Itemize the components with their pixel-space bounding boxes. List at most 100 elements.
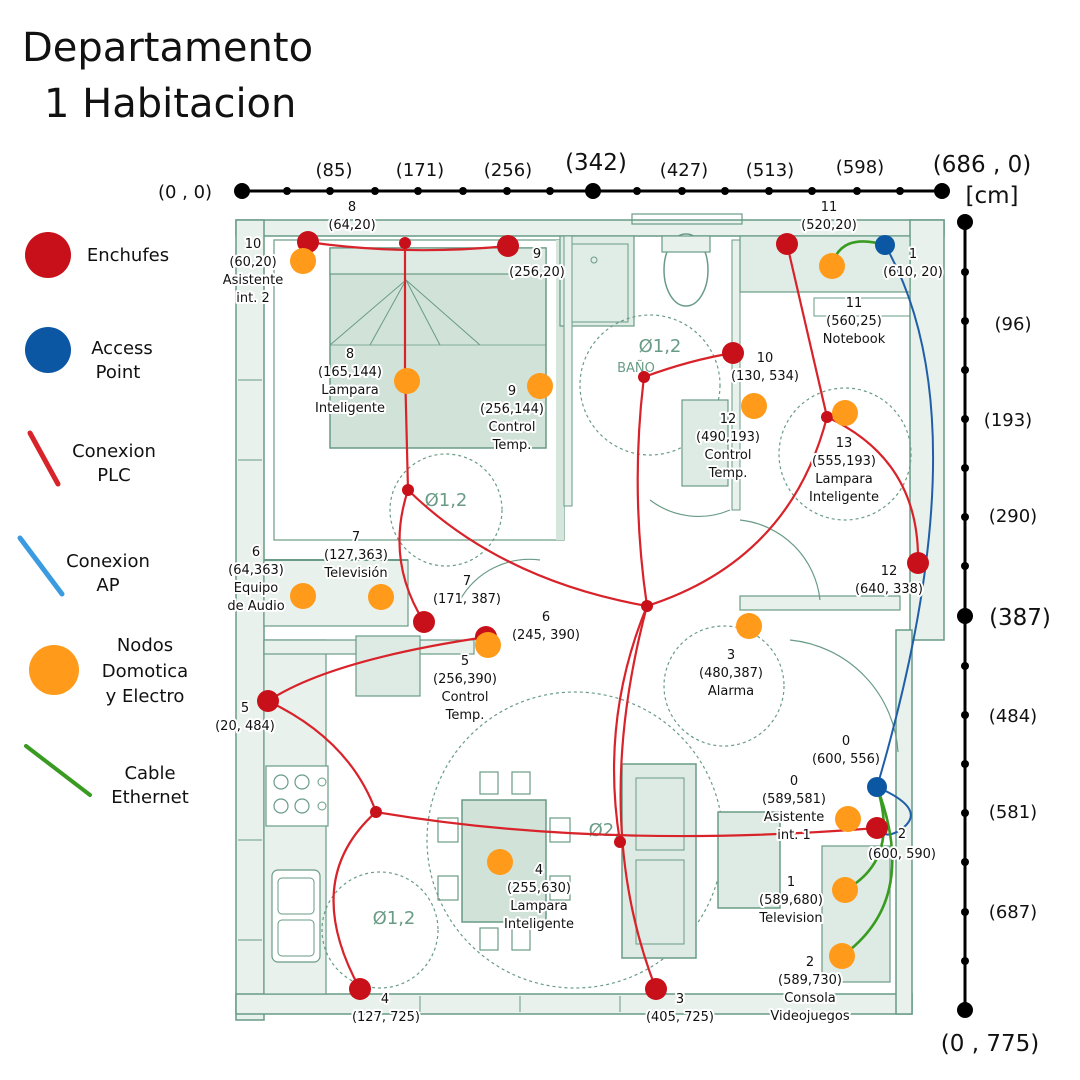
- outlet-10[interactable]: [722, 342, 744, 364]
- plc-link-bedroom-trunk: [403, 243, 410, 491]
- outlet-2[interactable]: [866, 817, 888, 839]
- junction-dot: [638, 371, 650, 383]
- label-lampara-13-id: 13: [836, 436, 853, 451]
- legend-nodo-marker: [29, 645, 79, 695]
- node-control-temp-5[interactable]: [475, 632, 501, 658]
- label-consola-id: 2: [806, 955, 814, 970]
- right-tick-581: (581): [989, 802, 1037, 823]
- label-outlet-2-coord: (600, 590): [868, 847, 936, 862]
- legend-cable-line2: Ethernet: [111, 787, 189, 808]
- plc-link-6-5: [267, 635, 487, 702]
- legend-nodos-line3: y Electro: [106, 686, 185, 707]
- access-point-0[interactable]: [867, 777, 887, 797]
- junction-dot: [821, 411, 833, 423]
- node-consola[interactable]: [829, 943, 855, 969]
- label-outlet-3-coord: (405, 725): [646, 1010, 714, 1025]
- top-tick-85: (85): [316, 160, 353, 181]
- plc-junctions: [370, 237, 833, 848]
- outlet-11[interactable]: [776, 233, 798, 255]
- label-control-9-name2: Temp.: [492, 438, 532, 453]
- label-e10-id: 10: [245, 237, 262, 252]
- node-lampara-13[interactable]: [832, 400, 858, 426]
- label-e10-name1: Asistente: [223, 273, 283, 288]
- junction-dot: [641, 600, 653, 612]
- label-outlet-6-coord: (245, 390): [512, 628, 580, 643]
- plc-link-bath-trunk: [636, 376, 649, 607]
- domotic-nodes: [290, 248, 861, 969]
- label-ap-1-coord: (610, 20): [883, 265, 943, 280]
- ap-link-1-0: [876, 244, 934, 788]
- label-outlet-4-id: 4: [381, 992, 389, 1007]
- node-notebook[interactable]: [819, 253, 845, 279]
- label-audio-name2: de Audio: [227, 599, 284, 614]
- plc-link-bedroom-to-hub: [407, 489, 648, 608]
- label-audio-name1: Equipo: [234, 581, 279, 596]
- node-lampara-4[interactable]: [487, 849, 513, 875]
- label-e10-coord: (60,20): [229, 255, 276, 270]
- cocina-circle-label: Ø1,2: [373, 908, 416, 929]
- node-alarma[interactable]: [736, 613, 762, 639]
- label-lampara-8-name1: Lampara: [321, 383, 378, 398]
- label-lampara-4-name1: Lampara: [510, 899, 567, 914]
- right-tick-193: (193): [984, 410, 1032, 431]
- ethernet-link-ap0-tv: [844, 786, 885, 892]
- origin-label: (0 , 0): [158, 182, 212, 203]
- legend-enchufe-marker: [25, 232, 71, 278]
- node-television-1[interactable]: [832, 877, 858, 903]
- label-control-9-coord: (256,144): [480, 402, 544, 417]
- access-point-1[interactable]: [875, 235, 895, 255]
- title-line-2: 1 Habitacion: [44, 81, 297, 127]
- node-labels: 8 (64,20) 10 (60,20) Asistente int. 2 9 …: [213, 198, 945, 1027]
- label-tv-7-coord: (127,363): [324, 548, 388, 563]
- plc-connections: [267, 240, 920, 990]
- node-control-temp-9[interactable]: [527, 373, 553, 399]
- label-asistente-1-coord: (589,581): [762, 792, 826, 807]
- legend-ap-line2: Point: [96, 362, 141, 383]
- node-asistente-int-1[interactable]: [835, 806, 861, 832]
- legend-conexion-ap-line2: AP: [96, 575, 119, 596]
- outlet-8[interactable]: [297, 231, 319, 253]
- label-control-5-coord: (256,390): [433, 672, 497, 687]
- node-control-temp-12[interactable]: [741, 393, 767, 419]
- node-asistente-int-2[interactable]: [290, 248, 316, 274]
- unit-label: [cm]: [966, 183, 1019, 209]
- label-outlet-9-id: 9: [533, 247, 541, 262]
- legend-cable-line1: Cable: [124, 763, 175, 784]
- label-audio-coord: (64,363): [228, 563, 284, 578]
- label-alarma-coord: (480,387): [699, 666, 763, 681]
- label-outlet-6-id: 6: [542, 610, 550, 625]
- label-outlet-10-coord: (130, 534): [731, 369, 799, 384]
- label-lampara-8-name2: Inteligente: [315, 401, 385, 416]
- outlet-9[interactable]: [497, 235, 519, 257]
- legend-ap-line1: Access: [91, 338, 153, 359]
- outlet-12[interactable]: [907, 552, 929, 574]
- outlet-3[interactable]: [645, 978, 667, 1000]
- junction-dot: [399, 237, 411, 249]
- top-axis: (0 , 0) (85) (171) (256) (342) (427) (51…: [158, 150, 1031, 209]
- right-axis: (96) (193) (290) (387) (484) (581) (687)…: [941, 214, 1051, 1057]
- label-lampara-4-id: 4: [535, 863, 543, 878]
- node-television-7[interactable]: [368, 584, 394, 610]
- label-asistente-1-name2: int. 1: [777, 828, 810, 843]
- legend-nodos-line2: Domotica: [102, 661, 188, 682]
- label-outlet-12-coord: (640, 338): [855, 582, 923, 597]
- label-outlet-11-id: 11: [821, 200, 838, 215]
- label-outlet-9-coord: (256,20): [509, 265, 565, 280]
- label-lampara-4-coord: (255,630): [507, 881, 571, 896]
- plc-link-11-13: [785, 243, 829, 418]
- bano-label: BAÑO: [617, 360, 655, 376]
- label-lampara-13-coord: (555,193): [812, 454, 876, 469]
- legend-enchufes-label: Enchufes: [87, 245, 169, 266]
- node-equipo-audio[interactable]: [290, 583, 316, 609]
- outlet-7[interactable]: [413, 611, 435, 633]
- outlet-5[interactable]: [257, 690, 279, 712]
- label-consola-coord: (589,730): [778, 973, 842, 988]
- label-outlet-5-coord: (20, 484): [215, 719, 275, 734]
- label-outlet-3-id: 3: [676, 992, 684, 1007]
- top-tick-598: (598): [836, 157, 884, 178]
- node-lampara-8[interactable]: [394, 368, 420, 394]
- label-asistente-1-id: 0: [790, 774, 798, 789]
- label-ap-0-coord: (600, 556): [812, 752, 880, 767]
- outlet-4[interactable]: [349, 978, 371, 1000]
